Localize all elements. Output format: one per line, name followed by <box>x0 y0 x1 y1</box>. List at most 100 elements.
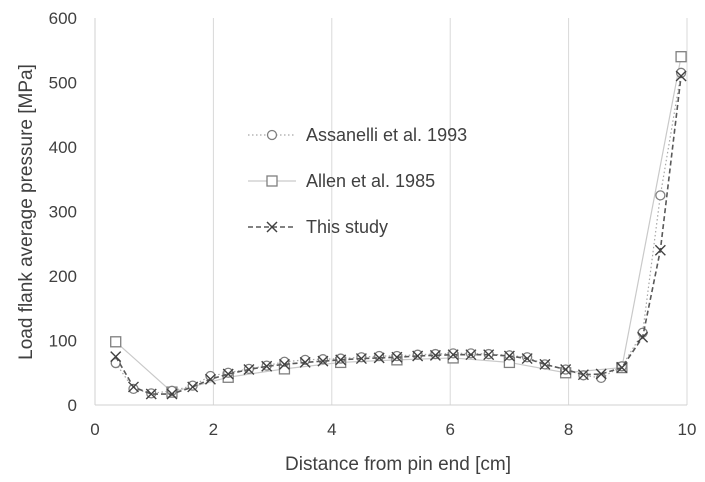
data-point <box>222 368 234 380</box>
x-marker-stroke <box>204 373 216 385</box>
legend-entry: Allen et al. 1985 <box>248 171 435 191</box>
x-marker-stroke <box>261 360 273 372</box>
data-point <box>447 349 459 361</box>
data-point <box>356 352 367 363</box>
data-point <box>205 370 216 382</box>
x-tick-label: 8 <box>564 420 573 439</box>
series-line <box>115 56 682 393</box>
x-marker-stroke <box>503 350 515 362</box>
x-marker-stroke <box>521 353 533 365</box>
data-point <box>503 350 515 362</box>
data-point <box>595 368 607 380</box>
legend-entry: This study <box>248 217 388 237</box>
data-point <box>317 355 329 367</box>
x-tick-label: 4 <box>327 420 336 439</box>
y-tick-label: 400 <box>49 138 77 157</box>
data-point <box>374 350 385 362</box>
x-marker-stroke <box>539 358 551 370</box>
legend-label: Allen et al. 1985 <box>306 171 435 191</box>
x-tick-label: 6 <box>445 420 454 439</box>
data-point <box>335 353 346 364</box>
data-point <box>261 360 273 372</box>
x-marker-stroke <box>299 356 311 368</box>
x-marker-stroke <box>560 364 572 376</box>
data-point <box>675 51 687 63</box>
data-point <box>391 350 403 362</box>
data-point <box>448 348 459 359</box>
legend-marker <box>266 221 278 233</box>
series-group <box>110 51 687 400</box>
grid <box>212 18 688 405</box>
y-tick-label: 0 <box>68 396 77 415</box>
data-point <box>429 349 441 361</box>
x-tick-label: 2 <box>209 420 218 439</box>
data-point <box>539 358 551 370</box>
data-point <box>187 380 198 391</box>
legend-marker <box>266 129 278 141</box>
legend-label: This study <box>306 217 388 237</box>
x-axis-title: Distance from pin end [cm] <box>285 454 511 475</box>
y-tick-label: 600 <box>49 9 77 28</box>
x-marker-stroke <box>483 349 495 361</box>
x-marker-stroke <box>654 244 666 256</box>
data-point <box>616 362 628 374</box>
x-marker-stroke <box>222 368 234 380</box>
data-point <box>166 385 178 396</box>
data-point <box>521 353 533 365</box>
data-point <box>278 358 290 370</box>
series-line <box>115 72 682 394</box>
x-marker-stroke <box>429 349 441 361</box>
data-point <box>430 348 441 360</box>
x-tick-label: 0 <box>90 420 99 439</box>
data-point <box>465 349 477 361</box>
data-point <box>355 353 367 365</box>
data-point <box>299 356 311 368</box>
data-point <box>166 388 178 400</box>
data-point <box>243 364 255 376</box>
x-marker-stroke <box>465 349 477 361</box>
data-point <box>187 381 199 393</box>
data-point <box>483 349 495 361</box>
data-point <box>577 369 589 381</box>
y-tick-label: 300 <box>49 203 77 222</box>
data-point <box>412 349 423 360</box>
x-marker-stroke <box>675 70 687 82</box>
legend-label: Assanelli et al. 1993 <box>306 125 467 145</box>
y-tick-label: 200 <box>49 267 77 286</box>
legend-marker <box>266 175 278 187</box>
x-marker-stroke <box>391 351 403 363</box>
data-point <box>637 331 649 343</box>
data-point <box>110 351 122 363</box>
x-marker-stroke <box>637 331 649 343</box>
data-point <box>127 381 139 393</box>
x-marker-stroke <box>110 351 122 363</box>
data-point <box>373 352 385 364</box>
x-marker-stroke <box>335 354 347 366</box>
x-marker-stroke <box>145 388 157 400</box>
data-point <box>317 354 329 365</box>
data-point <box>675 70 687 82</box>
x-marker-stroke <box>447 349 459 361</box>
y-tick-label: 500 <box>49 74 77 93</box>
data-point <box>204 373 216 385</box>
x-marker-stroke <box>616 362 628 374</box>
x-marker-stroke <box>595 368 607 380</box>
x-marker-stroke <box>278 358 290 370</box>
x-marker-stroke <box>373 352 385 364</box>
x-marker-stroke <box>187 381 199 393</box>
data-point <box>145 388 157 400</box>
data-point <box>391 351 403 363</box>
data-point <box>335 354 347 366</box>
x-tick-label: 10 <box>678 420 697 439</box>
x-marker-stroke <box>317 355 329 367</box>
x-marker-stroke <box>266 221 278 233</box>
data-point <box>522 352 533 363</box>
series-line <box>115 75 682 395</box>
data-point <box>655 190 666 201</box>
x-marker-stroke <box>412 350 424 362</box>
legend-entry: Assanelli et al. 1993 <box>248 125 467 145</box>
data-point <box>465 348 477 359</box>
data-point <box>110 336 122 348</box>
data-point <box>654 244 666 256</box>
